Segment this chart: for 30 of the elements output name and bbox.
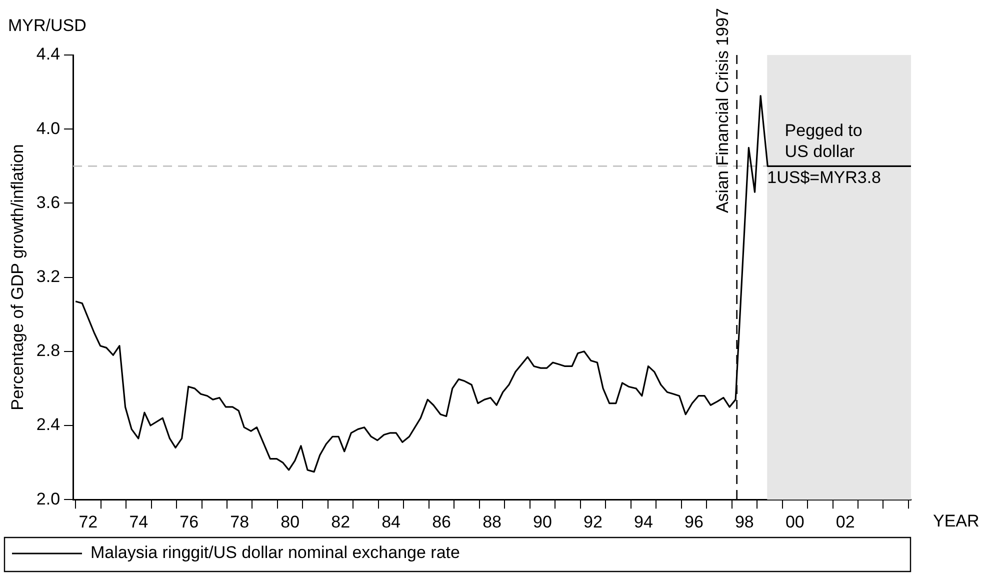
x-tick-label: 72 — [78, 512, 98, 532]
annotation: Pegged to US dollar — [784, 120, 862, 161]
y-tick-label: 3.2 — [36, 266, 60, 286]
x-axis-title: YEAR — [933, 511, 980, 530]
x-tick-label: 74 — [129, 512, 148, 532]
x-tick-label: 86 — [432, 512, 451, 532]
legend-label: Malaysia ringgit/US dollar nominal exchange rate — [90, 543, 460, 562]
x-tick-label: 80 — [280, 512, 300, 532]
x-tick-label: 90 — [533, 512, 552, 532]
y-tick-label: 2.4 — [36, 415, 60, 434]
x-tick-label: 84 — [382, 512, 401, 532]
y-tick-label: 2.8 — [36, 341, 60, 360]
annotation: 1US$=MYR3.8 — [767, 168, 882, 188]
x-tick-label: 92 — [584, 512, 602, 532]
x-tick-label: 94 — [634, 512, 653, 532]
x-tick-label: 98 — [734, 512, 754, 532]
x-tick-label: 76 — [180, 512, 199, 532]
x-tick-label: 96 — [684, 512, 704, 532]
x-tick-label: 78 — [230, 512, 250, 532]
x-tick-label: 02 — [836, 512, 855, 532]
ref-line-label: Asian Financial Crisis 1997 — [713, 8, 732, 214]
x-tick-label: 82 — [331, 512, 350, 532]
y-axis-title: Percentage of GDP growth/inflation — [8, 144, 27, 410]
text: MYR/USD — [8, 16, 86, 36]
y-tick-label: 2.0 — [36, 489, 60, 508]
x-tick-label: 00 — [785, 512, 804, 532]
y-tick-label: 3.6 — [36, 192, 60, 212]
y-tick-label: 4.4 — [36, 44, 60, 64]
y-tick-label: 4.0 — [36, 118, 60, 138]
x-tick-label: 88 — [482, 512, 502, 532]
